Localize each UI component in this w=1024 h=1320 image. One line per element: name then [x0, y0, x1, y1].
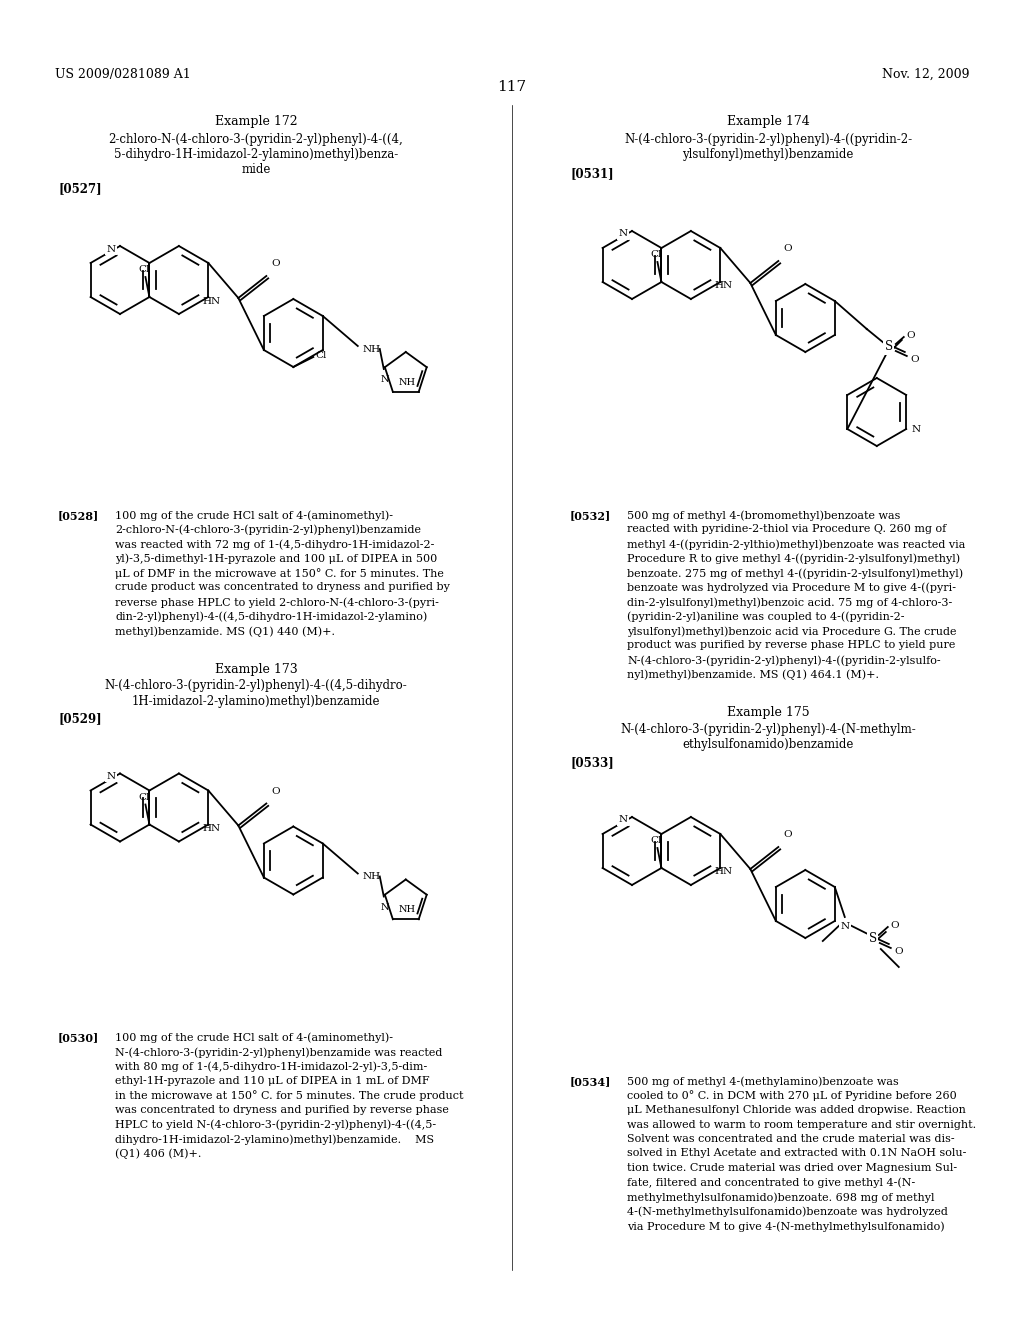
Text: 2-chloro-N-(4-chloro-3-(pyridin-2-yl)phenyl)benzamide: 2-chloro-N-(4-chloro-3-(pyridin-2-yl)phe… — [115, 524, 421, 535]
Text: 117: 117 — [498, 81, 526, 94]
Text: [0531]: [0531] — [570, 168, 613, 180]
Text: Nov. 12, 2009: Nov. 12, 2009 — [883, 69, 970, 81]
Text: Cl: Cl — [651, 836, 663, 845]
Text: 500 mg of methyl 4-(bromomethyl)benzoate was: 500 mg of methyl 4-(bromomethyl)benzoate… — [627, 510, 900, 520]
Text: NH: NH — [398, 906, 416, 915]
Text: nyl)methyl)benzamide. MS (Q1) 464.1 (M)+.: nyl)methyl)benzamide. MS (Q1) 464.1 (M)+… — [627, 669, 879, 680]
Text: N: N — [618, 230, 628, 239]
Text: 100 mg of the crude HCl salt of 4-(aminomethyl)-: 100 mg of the crude HCl salt of 4-(amino… — [115, 510, 393, 520]
Text: N: N — [381, 375, 389, 384]
Text: cooled to 0° C. in DCM with 270 μL of Pyridine before 260: cooled to 0° C. in DCM with 270 μL of Py… — [627, 1090, 956, 1101]
Text: benzoate was hydrolyzed via Procedure M to give 4-((pyri-: benzoate was hydrolyzed via Procedure M … — [627, 582, 956, 593]
Text: O: O — [783, 244, 792, 253]
Text: dihydro-1H-imidazol-2-ylamino)methyl)benzamide.    MS: dihydro-1H-imidazol-2-ylamino)methyl)ben… — [115, 1134, 434, 1144]
Text: methyl 4-((pyridin-2-ylthio)methyl)benzoate was reacted via: methyl 4-((pyridin-2-ylthio)methyl)benzo… — [627, 539, 966, 549]
Text: din-2-ylsulfonyl)methyl)benzoic acid. 75 mg of 4-chloro-3-: din-2-ylsulfonyl)methyl)benzoic acid. 75… — [627, 597, 952, 607]
Text: Cl: Cl — [139, 265, 151, 275]
Text: Cl: Cl — [651, 249, 663, 259]
Text: Solvent was concentrated and the crude material was dis-: Solvent was concentrated and the crude m… — [627, 1134, 954, 1144]
Text: [0529]: [0529] — [58, 713, 101, 726]
Text: N-(4-chloro-3-(pyridin-2-yl)phenyl)-4-((4,5-dihydro-: N-(4-chloro-3-(pyridin-2-yl)phenyl)-4-((… — [104, 680, 408, 693]
Text: was concentrated to dryness and purified by reverse phase: was concentrated to dryness and purified… — [115, 1105, 449, 1115]
Text: US 2009/0281089 A1: US 2009/0281089 A1 — [55, 69, 190, 81]
Text: in the microwave at 150° C. for 5 minutes. The crude product: in the microwave at 150° C. for 5 minute… — [115, 1090, 464, 1101]
Text: yl)-3,5-dimethyl-1H-pyrazole and 100 μL of DIPEA in 500: yl)-3,5-dimethyl-1H-pyrazole and 100 μL … — [115, 553, 437, 564]
Text: 500 mg of methyl 4-(methylamino)benzoate was: 500 mg of methyl 4-(methylamino)benzoate… — [627, 1076, 899, 1086]
Text: reacted with pyridine-2-thiol via Procedure Q. 260 mg of: reacted with pyridine-2-thiol via Proced… — [627, 524, 946, 535]
Text: methyl)benzamide. MS (Q1) 440 (M)+.: methyl)benzamide. MS (Q1) 440 (M)+. — [115, 626, 335, 636]
Text: was allowed to warm to room temperature and stir overnight.: was allowed to warm to room temperature … — [627, 1119, 976, 1130]
Text: HN: HN — [202, 824, 220, 833]
Text: was reacted with 72 mg of 1-(4,5-dihydro-1H-imidazol-2-: was reacted with 72 mg of 1-(4,5-dihydro… — [115, 539, 434, 549]
Text: [0527]: [0527] — [58, 182, 101, 195]
Text: Example 172: Example 172 — [215, 115, 297, 128]
Text: benzoate. 275 mg of methyl 4-((pyridin-2-ylsulfonyl)methyl): benzoate. 275 mg of methyl 4-((pyridin-2… — [627, 568, 964, 578]
Text: N: N — [381, 903, 389, 912]
Text: HN: HN — [714, 281, 732, 290]
Text: Cl: Cl — [139, 792, 151, 801]
Text: mide: mide — [242, 162, 270, 176]
Text: N: N — [106, 244, 116, 253]
Text: ylsulfonyl)methyl)benzamide: ylsulfonyl)methyl)benzamide — [682, 148, 854, 161]
Text: O: O — [907, 330, 915, 339]
Text: [0528]: [0528] — [58, 510, 99, 521]
Text: crude product was concentrated to dryness and purified by: crude product was concentrated to drynes… — [115, 582, 450, 593]
Text: with 80 mg of 1-(4,5-dihydro-1H-imidazol-2-yl)-3,5-dim-: with 80 mg of 1-(4,5-dihydro-1H-imidazol… — [115, 1061, 427, 1072]
Text: reverse phase HPLC to yield 2-chloro-N-(4-chloro-3-(pyri-: reverse phase HPLC to yield 2-chloro-N-(… — [115, 597, 439, 607]
Text: μL of DMF in the microwave at 150° C. for 5 minutes. The: μL of DMF in the microwave at 150° C. fo… — [115, 568, 443, 579]
Text: NH: NH — [398, 378, 416, 387]
Text: N: N — [618, 816, 628, 825]
Text: 100 mg of the crude HCl salt of 4-(aminomethyl)-: 100 mg of the crude HCl salt of 4-(amino… — [115, 1032, 393, 1043]
Text: N-(4-chloro-3-(pyridin-2-yl)phenyl)benzamide was reacted: N-(4-chloro-3-(pyridin-2-yl)phenyl)benza… — [115, 1047, 442, 1057]
Text: solved in Ethyl Acetate and extracted with 0.1N NaOH solu-: solved in Ethyl Acetate and extracted wi… — [627, 1148, 967, 1159]
Text: din-2-yl)phenyl)-4-((4,5-dihydro-1H-imidazol-2-ylamino): din-2-yl)phenyl)-4-((4,5-dihydro-1H-imid… — [115, 611, 427, 622]
Text: (Q1) 406 (M)+.: (Q1) 406 (M)+. — [115, 1148, 202, 1159]
Text: O: O — [271, 259, 280, 268]
Text: N-(4-chloro-3-(pyridin-2-yl)phenyl)-4-((pyridin-2-: N-(4-chloro-3-(pyridin-2-yl)phenyl)-4-((… — [624, 133, 912, 147]
Text: 1H-imidazol-2-ylamino)methyl)benzamide: 1H-imidazol-2-ylamino)methyl)benzamide — [132, 694, 380, 708]
Text: NH: NH — [362, 345, 381, 354]
Text: tion twice. Crude material was dried over Magnesium Sul-: tion twice. Crude material was dried ove… — [627, 1163, 957, 1173]
Text: O: O — [891, 920, 899, 929]
Text: N-(4-chloro-3-(pyridin-2-yl)phenyl)-4-((pyridin-2-ylsulfo-: N-(4-chloro-3-(pyridin-2-yl)phenyl)-4-((… — [627, 655, 941, 665]
Text: Procedure R to give methyl 4-((pyridin-2-ylsulfonyl)methyl): Procedure R to give methyl 4-((pyridin-2… — [627, 553, 961, 564]
Text: ylsulfonyl)methyl)benzoic acid via Procedure G. The crude: ylsulfonyl)methyl)benzoic acid via Proce… — [627, 626, 956, 636]
Text: S: S — [885, 341, 893, 354]
Text: N: N — [841, 921, 849, 931]
Text: [0532]: [0532] — [570, 510, 611, 521]
Text: (pyridin-2-yl)aniline was coupled to 4-((pyridin-2-: (pyridin-2-yl)aniline was coupled to 4-(… — [627, 611, 904, 622]
Text: μL Methanesulfonyl Chloride was added dropwise. Reaction: μL Methanesulfonyl Chloride was added dr… — [627, 1105, 966, 1115]
Text: N-(4-chloro-3-(pyridin-2-yl)phenyl)-4-(N-methylm-: N-(4-chloro-3-(pyridin-2-yl)phenyl)-4-(N… — [621, 723, 915, 737]
Text: ethyl-1H-pyrazole and 110 μL of DIPEA in 1 mL of DMF: ethyl-1H-pyrazole and 110 μL of DIPEA in… — [115, 1076, 430, 1086]
Text: O: O — [783, 830, 792, 840]
Text: HN: HN — [202, 297, 220, 305]
Text: O: O — [895, 946, 903, 956]
Text: [0533]: [0533] — [570, 756, 613, 770]
Text: Cl: Cl — [315, 351, 327, 360]
Text: NH: NH — [362, 873, 381, 880]
Text: 2-chloro-N-(4-chloro-3-(pyridin-2-yl)phenyl)-4-((4,: 2-chloro-N-(4-chloro-3-(pyridin-2-yl)phe… — [109, 133, 403, 147]
Text: [0530]: [0530] — [58, 1032, 99, 1044]
Text: N: N — [911, 425, 921, 433]
Text: product was purified by reverse phase HPLC to yield pure: product was purified by reverse phase HP… — [627, 640, 955, 651]
Text: HPLC to yield N-(4-chloro-3-(pyridin-2-yl)phenyl)-4-((4,5-: HPLC to yield N-(4-chloro-3-(pyridin-2-y… — [115, 1119, 436, 1130]
Text: fate, filtered and concentrated to give methyl 4-(N-: fate, filtered and concentrated to give … — [627, 1177, 915, 1188]
Text: O: O — [910, 355, 920, 363]
Text: Example 174: Example 174 — [727, 115, 809, 128]
Text: 4-(N-methylmethylsulfonamido)benzoate was hydrolyzed: 4-(N-methylmethylsulfonamido)benzoate wa… — [627, 1206, 948, 1217]
Text: via Procedure M to give 4-(N-methylmethylsulfonamido): via Procedure M to give 4-(N-methylmethy… — [627, 1221, 944, 1232]
Text: ethylsulfonamido)benzamide: ethylsulfonamido)benzamide — [682, 738, 854, 751]
Text: Example 173: Example 173 — [215, 663, 297, 676]
Text: S: S — [868, 932, 877, 945]
Text: HN: HN — [714, 867, 732, 876]
Text: N: N — [106, 772, 116, 781]
Text: Example 175: Example 175 — [727, 706, 809, 719]
Text: methylmethylsulfonamido)benzoate. 698 mg of methyl: methylmethylsulfonamido)benzoate. 698 mg… — [627, 1192, 935, 1203]
Text: 5-dihydro-1H-imidazol-2-ylamino)methyl)benza-: 5-dihydro-1H-imidazol-2-ylamino)methyl)b… — [114, 148, 398, 161]
Text: [0534]: [0534] — [570, 1076, 611, 1086]
Text: O: O — [271, 787, 280, 796]
